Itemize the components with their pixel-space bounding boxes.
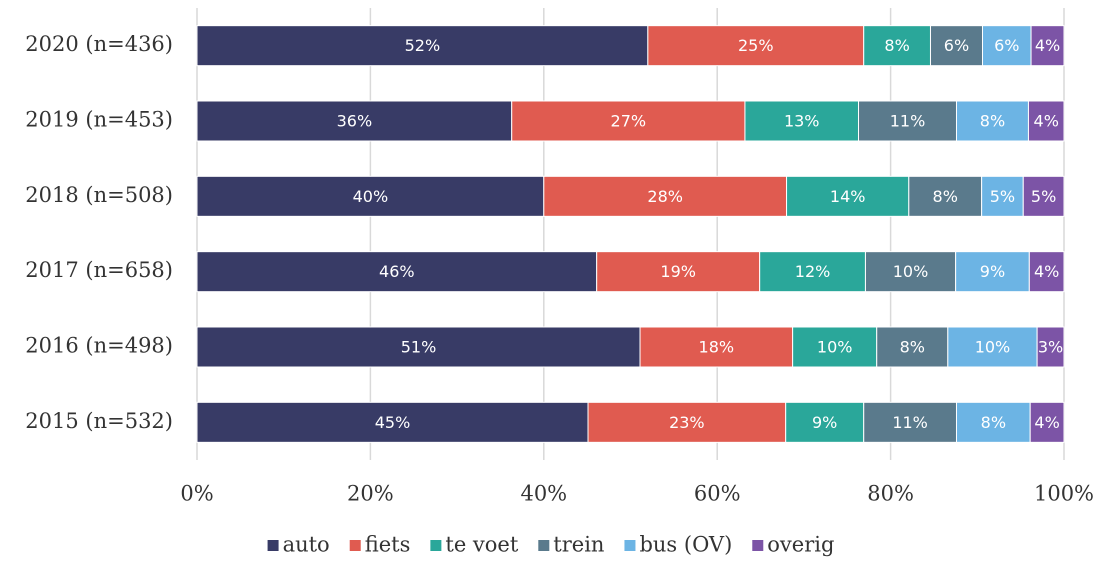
bar-segment <box>759 251 866 293</box>
data-label: 9% <box>812 413 837 432</box>
bar-segment <box>1036 326 1065 368</box>
data-label: 9% <box>980 262 1005 281</box>
bar-segment <box>196 100 513 142</box>
bar-segment <box>981 175 1024 217</box>
data-label: 4% <box>1035 36 1060 55</box>
legend-label: fiets <box>365 533 411 557</box>
data-label: 52% <box>405 36 441 55</box>
bar-segment <box>196 401 589 443</box>
bar-segment <box>744 100 860 142</box>
data-label: 25% <box>738 36 774 55</box>
bar-segment <box>955 100 1029 142</box>
bar-segment <box>929 25 984 67</box>
bar-segment <box>955 251 1030 293</box>
legend-label: trein <box>553 533 604 557</box>
bar-segment <box>1029 401 1065 443</box>
legend-marker <box>430 540 442 551</box>
legend-marker <box>267 540 279 551</box>
data-label: 10% <box>893 262 929 281</box>
legend-marker <box>752 540 764 551</box>
data-label: 6% <box>994 36 1019 55</box>
data-label: 10% <box>817 338 853 357</box>
bar-segment <box>792 326 878 368</box>
bar-segment <box>196 25 649 67</box>
bar-segment <box>1030 25 1065 67</box>
bar-segment <box>1028 251 1065 293</box>
data-label: 8% <box>980 112 1005 131</box>
data-label: 8% <box>933 187 958 206</box>
y-tick-label: 2015 (n=532) <box>25 409 173 433</box>
x-tick-label: 20% <box>347 482 394 506</box>
legend-marker <box>538 540 550 551</box>
data-label: 40% <box>353 187 389 206</box>
x-tick-label: 0% <box>180 482 213 506</box>
legend-marker <box>624 540 636 551</box>
data-label: 11% <box>890 112 926 131</box>
data-label: 4% <box>1034 112 1059 131</box>
data-label: 3% <box>1038 338 1063 357</box>
data-label: 27% <box>611 112 647 131</box>
legend-label: auto <box>283 533 330 557</box>
data-label: 8% <box>900 338 925 357</box>
data-label: 19% <box>660 262 696 281</box>
bar-segment <box>947 326 1038 368</box>
data-label: 11% <box>892 413 928 432</box>
bar-segment <box>587 401 787 443</box>
y-tick-label: 2017 (n=658) <box>25 258 173 282</box>
data-label: 45% <box>375 413 411 432</box>
data-label: 23% <box>669 413 705 432</box>
legend-marker <box>349 540 361 551</box>
data-label: 8% <box>884 36 909 55</box>
bar-segment <box>955 401 1031 443</box>
legend-label: te voet <box>445 533 518 557</box>
x-tick-label: 60% <box>694 482 741 506</box>
data-label: 4% <box>1034 413 1059 432</box>
data-label: 4% <box>1034 262 1059 281</box>
bar-segment <box>511 100 746 142</box>
bar-segment <box>858 100 957 142</box>
y-tick-label: 2016 (n=498) <box>25 334 173 358</box>
bar-segment <box>1022 175 1065 217</box>
bar-segment <box>196 175 545 217</box>
x-tick-label: 100% <box>1034 482 1094 506</box>
data-label: 28% <box>647 187 683 206</box>
y-tick-label: 2018 (n=508) <box>25 183 173 207</box>
data-label: 51% <box>401 338 437 357</box>
bar-segment <box>639 326 794 368</box>
data-label: 5% <box>1031 187 1056 206</box>
data-label: 14% <box>830 187 866 206</box>
bar-segment <box>785 401 865 443</box>
x-tick-label: 80% <box>867 482 914 506</box>
y-tick-label: 2020 (n=436) <box>25 32 173 56</box>
data-label: 6% <box>944 36 969 55</box>
data-label: 5% <box>990 187 1015 206</box>
data-label: 13% <box>784 112 820 131</box>
y-tick-label: 2019 (n=453) <box>25 108 173 132</box>
x-tick-label: 40% <box>520 482 567 506</box>
bar-segment <box>876 326 949 368</box>
data-label: 8% <box>981 413 1006 432</box>
data-label: 18% <box>699 338 735 357</box>
bar-segment <box>982 25 1032 67</box>
data-label: 12% <box>795 262 831 281</box>
data-label: 46% <box>379 262 415 281</box>
legend-label: bus (OV) <box>639 533 732 557</box>
bar-segment <box>543 175 788 217</box>
bar-segment <box>1027 100 1065 142</box>
legend-label: overig <box>767 533 834 557</box>
data-label: 10% <box>975 338 1011 357</box>
data-label: 36% <box>337 112 373 131</box>
